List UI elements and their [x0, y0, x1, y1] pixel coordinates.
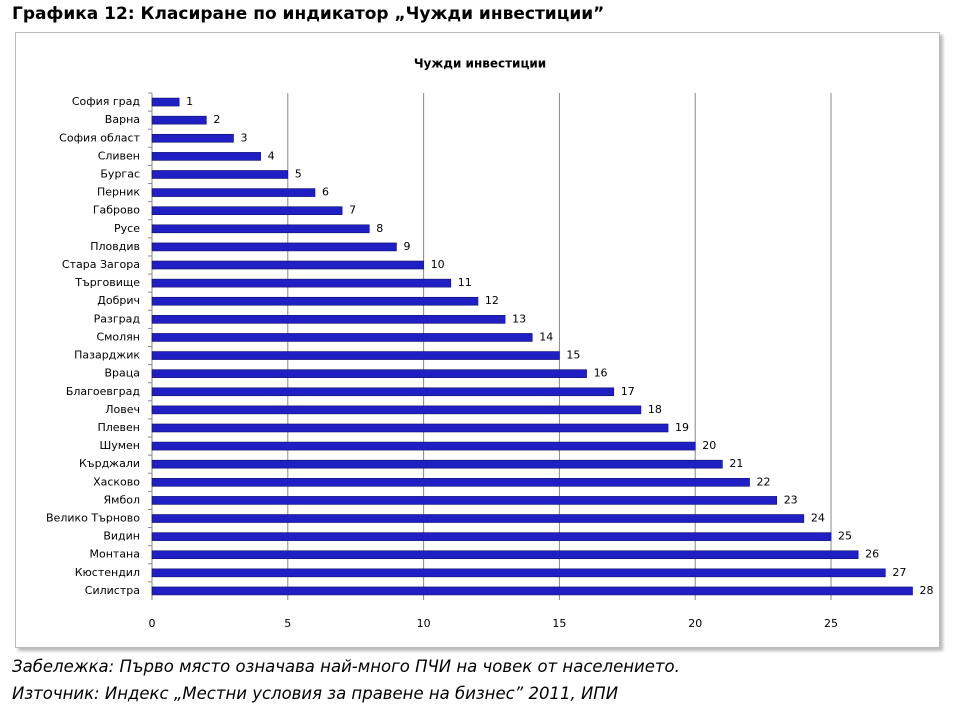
value-label: 1	[186, 95, 193, 108]
value-label: 17	[621, 385, 635, 398]
bar	[151, 315, 506, 324]
bar	[151, 441, 696, 451]
bar	[151, 152, 261, 161]
value-label: 11	[458, 276, 472, 289]
bar	[151, 260, 424, 270]
value-label: 23	[784, 493, 798, 506]
y-tick-label: София област	[59, 131, 140, 144]
value-label: 8	[376, 222, 383, 235]
bar	[151, 532, 832, 541]
bar	[151, 369, 587, 378]
y-tick-label: Велико Търново	[46, 512, 140, 525]
x-tick-label: 15	[552, 617, 566, 630]
heading: Графика 12: Класиране по индикатор „Чужд…	[12, 4, 605, 24]
y-tick-label: Русе	[114, 222, 140, 235]
y-tick-label: Пазарджик	[74, 349, 140, 362]
value-label: 4	[268, 149, 275, 162]
value-label: 19	[675, 421, 689, 434]
y-tick-label: Силистра	[85, 584, 140, 597]
bar	[151, 296, 479, 306]
y-tick-label: Шумен	[99, 439, 140, 452]
bar	[151, 351, 560, 360]
y-tick-label: Кюстендил	[75, 566, 140, 579]
bar	[151, 278, 452, 288]
bar	[151, 333, 533, 342]
value-label: 25	[838, 530, 852, 543]
bar	[151, 133, 234, 143]
value-label: 14	[539, 330, 553, 343]
value-label: 16	[594, 367, 608, 380]
value-label: 5	[295, 167, 302, 180]
value-label: 12	[485, 294, 499, 307]
y-tick-label: Варна	[105, 113, 140, 126]
y-tick-label: Перник	[97, 186, 140, 199]
x-tick-label: 25	[824, 617, 838, 630]
value-label: 3	[240, 131, 247, 144]
bar	[151, 568, 886, 578]
y-tick-label: София град	[72, 95, 141, 108]
bar	[151, 405, 642, 415]
y-tick-label: Видин	[103, 530, 140, 543]
y-tick-label: Кърджали	[79, 457, 140, 470]
y-tick-label: Габрово	[93, 204, 140, 217]
value-label: 2	[213, 113, 220, 126]
source: Източник: Индекс „Местни условия за прав…	[12, 684, 619, 703]
value-label: 27	[892, 566, 906, 579]
x-tick-label: 20	[688, 617, 702, 630]
bar	[151, 550, 859, 560]
bar	[151, 586, 913, 596]
note: Забележка: Първо място означава най-мног…	[12, 657, 680, 676]
bar	[151, 423, 669, 433]
value-label: 9	[403, 240, 410, 253]
y-tick-label: Хасково	[93, 475, 140, 488]
y-tick-label: Смолян	[96, 330, 140, 343]
y-tick-label: Добрич	[97, 294, 140, 307]
value-label: 24	[811, 512, 825, 525]
y-tick-label: Плевен	[97, 421, 140, 434]
y-tick-label: Търговище	[74, 276, 140, 289]
value-label: 15	[566, 349, 580, 362]
y-tick-label: Враца	[105, 367, 141, 380]
y-tick-label: Сливен	[98, 149, 140, 162]
value-label: 13	[512, 312, 526, 325]
value-label: 6	[322, 186, 329, 199]
x-tick-label: 0	[149, 617, 156, 630]
y-tick-label: Разград	[94, 312, 141, 325]
value-label: 20	[702, 439, 716, 452]
value-label: 26	[865, 548, 879, 561]
y-tick-label: Стара Загора	[62, 258, 140, 271]
y-tick-label: Бургас	[100, 167, 140, 180]
value-label: 21	[729, 457, 743, 470]
bar	[151, 224, 370, 234]
chart-title: Чужди инвестиции	[414, 57, 546, 71]
y-tick-label: Пловдив	[90, 240, 140, 253]
y-tick-label: Благоевград	[66, 385, 141, 398]
y-tick-label: Ловеч	[105, 403, 140, 416]
bar	[151, 206, 343, 215]
bar	[151, 496, 777, 505]
bar	[151, 188, 316, 197]
value-label: 18	[648, 403, 662, 416]
value-label: 7	[349, 204, 356, 217]
bar	[151, 115, 207, 125]
bar	[151, 387, 615, 397]
value-label: 28	[920, 584, 934, 597]
y-tick-label: Ямбол	[104, 493, 141, 506]
value-label: 22	[757, 475, 771, 488]
bar	[151, 170, 289, 179]
bar	[151, 242, 397, 252]
y-tick-label: Монтана	[90, 548, 141, 561]
value-label: 10	[431, 258, 445, 271]
x-tick-label: 5	[284, 617, 291, 630]
bar	[151, 97, 180, 107]
bar	[151, 514, 805, 523]
x-tick-label: 10	[417, 617, 431, 630]
bar	[151, 459, 723, 469]
bar	[151, 478, 750, 487]
